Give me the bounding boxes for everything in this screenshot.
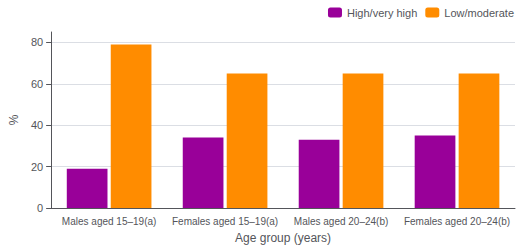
- svg-text:Males aged 15–19(a): Males aged 15–19(a): [62, 216, 157, 227]
- svg-text:20: 20: [31, 161, 43, 173]
- svg-text:%: %: [7, 114, 21, 125]
- svg-text:Females aged 20–24(b): Females aged 20–24(b): [404, 216, 510, 227]
- svg-text:Females aged 15–19(a): Females aged 15–19(a): [172, 216, 278, 227]
- svg-text:60: 60: [31, 78, 43, 90]
- svg-text:Males aged 20–24(b): Males aged 20–24(b): [294, 216, 389, 227]
- svg-text:Age group (years): Age group (years): [235, 231, 331, 245]
- svg-text:High/very high: High/very high: [347, 7, 417, 19]
- svg-text:0: 0: [37, 202, 43, 214]
- svg-text:80: 80: [31, 36, 43, 48]
- svg-text:40: 40: [31, 119, 43, 131]
- svg-text:Low/moderate: Low/moderate: [444, 7, 514, 19]
